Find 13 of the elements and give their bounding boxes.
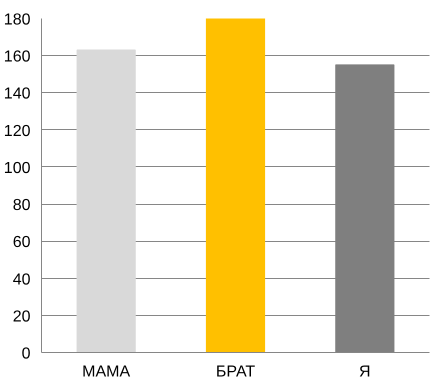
y-tick-label: 140 [4, 86, 31, 103]
y-tick-label: 0 [22, 346, 31, 362]
x-tick-label: БРАТ [216, 364, 256, 380]
y-tick-label: 100 [4, 160, 31, 177]
y-tick-label: 60 [12, 234, 31, 252]
y-tick-label: 20 [12, 308, 31, 326]
y-tick-label: 120 [4, 122, 31, 140]
x-tick-label: МАМА [82, 364, 130, 380]
y-tick-label: 180 [4, 12, 31, 28]
y-tick-label: 160 [4, 48, 31, 66]
y-tick-label: 40 [12, 271, 31, 288]
x-tick-label: Я [359, 364, 371, 380]
y-tick-label: 80 [12, 197, 31, 214]
